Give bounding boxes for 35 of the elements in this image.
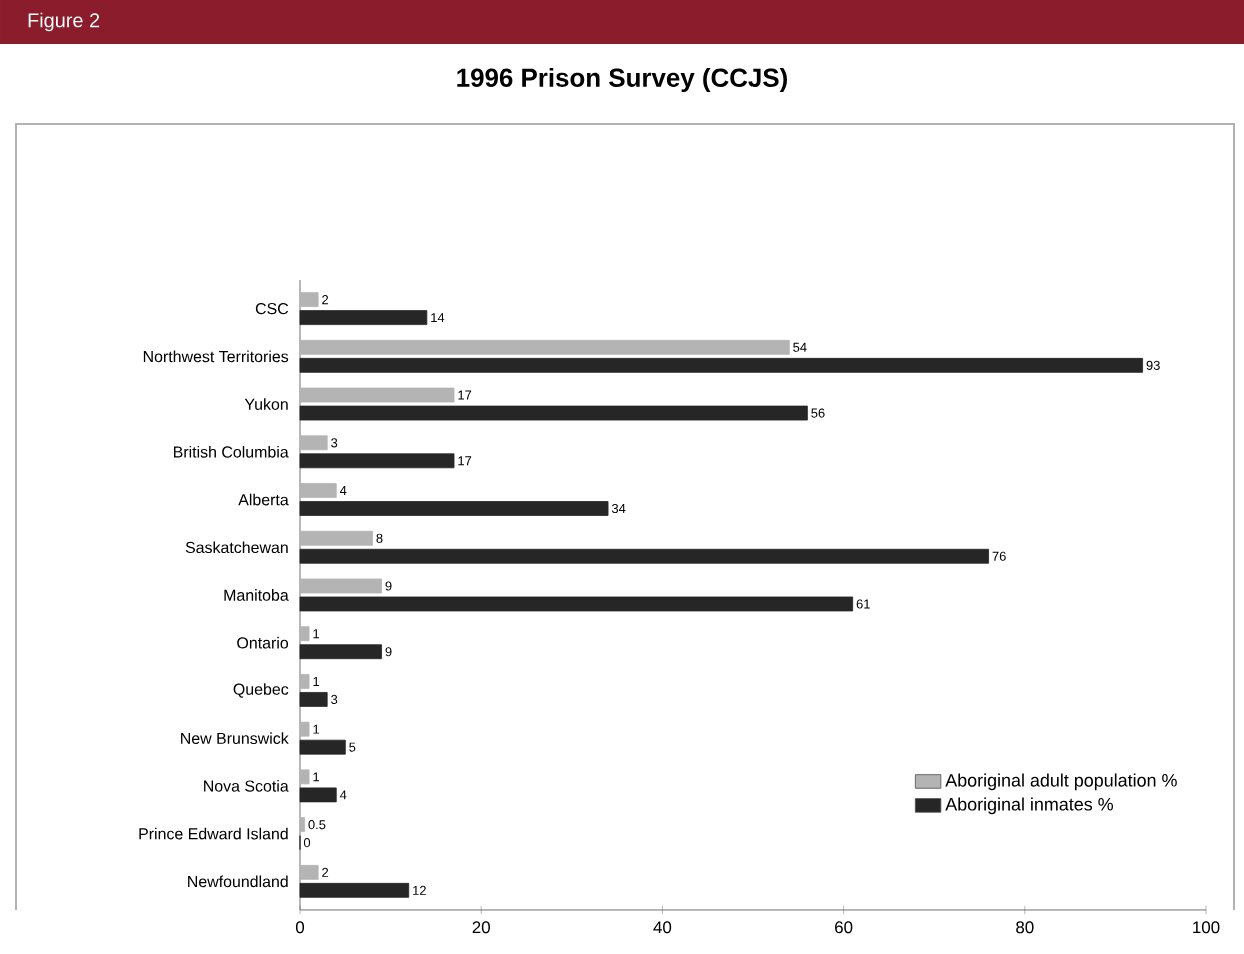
bar [299, 644, 382, 660]
bar [299, 292, 319, 308]
bar [299, 769, 310, 785]
bar [299, 721, 310, 737]
bar [299, 453, 455, 469]
bar [299, 692, 328, 707]
bar [299, 357, 1143, 373]
bar [299, 339, 790, 355]
x-tick-label: 80 [1016, 921, 1034, 934]
bar [299, 530, 373, 546]
bar [299, 739, 346, 755]
x-tick-label: 40 [653, 921, 672, 934]
bar [299, 864, 319, 880]
legend-label: Aboriginal inmates % [945, 797, 1114, 815]
bar [299, 548, 989, 564]
x-tick-label: 60 [835, 921, 853, 934]
bar [299, 483, 337, 498]
bar [299, 435, 328, 451]
bar [299, 882, 410, 898]
chart-title: 1996 Prison Survey (CCJS) [457, 67, 787, 93]
bar [299, 578, 382, 594]
legend-label: Aboriginal adult population % [945, 773, 1177, 791]
bar [299, 817, 305, 833]
bar [299, 501, 609, 516]
bar [299, 405, 808, 421]
bar [299, 310, 428, 326]
bar [299, 787, 337, 803]
x-tick-label: 20 [472, 921, 490, 934]
caption: Figure 2 [28, 12, 100, 32]
bar [299, 596, 854, 612]
bar [299, 387, 455, 403]
x-tick-label: 0 [295, 921, 305, 934]
x-tick-label: 100 [1193, 921, 1220, 934]
bar [299, 626, 310, 642]
bar [299, 674, 310, 689]
